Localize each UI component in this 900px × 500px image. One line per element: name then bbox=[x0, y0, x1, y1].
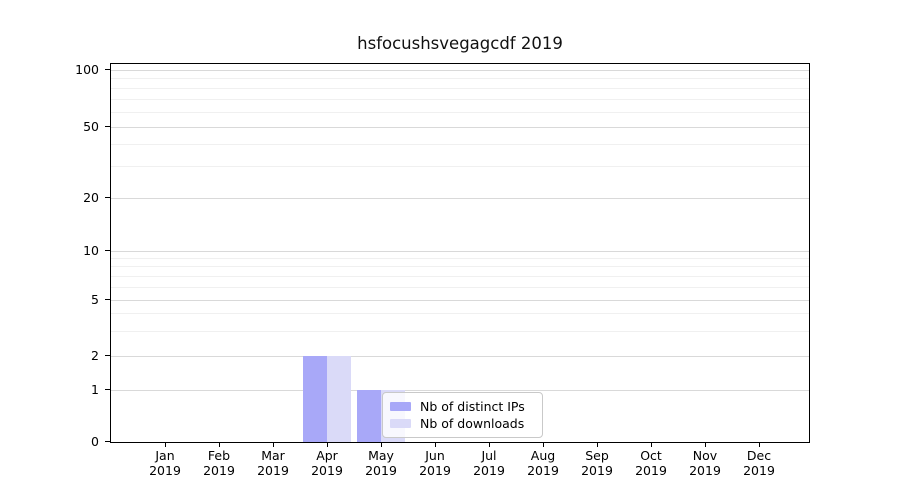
x-axis-tick-label: Feb 2019 bbox=[203, 448, 235, 478]
gridline-major bbox=[111, 197, 809, 199]
x-axis-tick-mark bbox=[327, 443, 328, 447]
legend-swatch-nb-of-distinct-ips bbox=[390, 401, 411, 411]
gridline-major bbox=[111, 389, 809, 391]
y-axis-tick-label: 5 bbox=[91, 291, 99, 307]
legend-swatch-nb-of-downloads bbox=[390, 419, 411, 429]
gridline-minor bbox=[111, 257, 809, 259]
x-axis-tick-mark bbox=[381, 443, 382, 447]
y-axis-tick-mark bbox=[105, 250, 110, 251]
y-axis-tick-label: 0 bbox=[91, 434, 99, 449]
x-axis-tick-label: Jan 2019 bbox=[149, 448, 181, 478]
x-axis-tick-label: Apr 2019 bbox=[311, 448, 343, 478]
y-axis-tick-label: 100 bbox=[75, 61, 99, 77]
x-axis-tick-mark bbox=[705, 443, 706, 447]
x-axis-tick-mark bbox=[435, 443, 436, 447]
gridline-minor bbox=[111, 111, 809, 113]
x-axis-tick-label: Oct 2019 bbox=[635, 448, 667, 478]
x-axis-tick-mark bbox=[165, 443, 166, 447]
gridline-minor bbox=[111, 330, 809, 332]
grid-layer bbox=[111, 64, 809, 442]
y-axis-tick-mark bbox=[105, 126, 110, 127]
legend: Nb of distinct IPs Nb of downloads bbox=[382, 392, 543, 438]
x-axis-tick-label: Dec 2019 bbox=[743, 448, 775, 478]
chart-title: hsfocushsvegagcdf 2019 bbox=[357, 34, 563, 53]
gridline-major bbox=[111, 69, 809, 71]
x-axis-tick-label: Sep 2019 bbox=[581, 448, 613, 478]
gridline-minor bbox=[111, 78, 809, 80]
y-axis-tick-label: 2 bbox=[91, 347, 99, 363]
y-axis-tick-mark bbox=[105, 299, 110, 300]
x-axis-tick-mark bbox=[219, 443, 220, 447]
y-axis-tick-mark bbox=[105, 197, 110, 198]
x-axis-tick-mark bbox=[489, 443, 490, 447]
y-axis-tick-label: 50 bbox=[83, 118, 99, 134]
legend-label: Nb of downloads bbox=[420, 416, 525, 432]
x-axis-tick-label: May 2019 bbox=[365, 448, 397, 478]
x-axis-tick-label: Aug 2019 bbox=[527, 448, 559, 478]
legend-item: Nb of downloads bbox=[390, 416, 535, 431]
gridline-major bbox=[111, 250, 809, 252]
gridline-minor bbox=[111, 87, 809, 89]
y-axis-tick-mark bbox=[105, 69, 110, 70]
x-axis-tick-mark bbox=[597, 443, 598, 447]
gridline-minor bbox=[111, 286, 809, 288]
gridline-minor bbox=[111, 313, 809, 315]
y-axis-tick-mark bbox=[105, 441, 110, 442]
plot-area bbox=[110, 63, 810, 443]
gridline-minor bbox=[111, 166, 809, 168]
gridline-minor bbox=[111, 143, 809, 145]
legend-item: Nb of distinct IPs bbox=[390, 399, 535, 414]
legend-label: Nb of distinct IPs bbox=[420, 398, 525, 414]
gridline-minor bbox=[111, 275, 809, 277]
x-axis-tick-label: Jun 2019 bbox=[419, 448, 451, 478]
gridline-minor bbox=[111, 98, 809, 100]
x-axis-tick-mark bbox=[543, 443, 544, 447]
bar-nb-of-distinct-ips bbox=[357, 389, 381, 442]
y-axis-tick-label: 10 bbox=[83, 242, 99, 258]
gridline-major bbox=[111, 126, 809, 128]
gridline-major bbox=[111, 355, 809, 357]
bar-layer bbox=[111, 64, 809, 442]
bar-nb-of-downloads bbox=[327, 355, 351, 442]
gridline-minor bbox=[111, 266, 809, 268]
x-axis-tick-mark bbox=[273, 443, 274, 447]
x-axis-tick-label: Nov 2019 bbox=[689, 448, 721, 478]
x-axis-tick-mark bbox=[651, 443, 652, 447]
x-axis-tick-mark bbox=[759, 443, 760, 447]
y-axis-tick-label: 1 bbox=[91, 381, 99, 397]
y-axis-tick-mark bbox=[105, 389, 110, 390]
y-axis-tick-mark bbox=[105, 355, 110, 356]
bar-nb-of-distinct-ips bbox=[303, 355, 327, 442]
y-axis-tick-label: 20 bbox=[83, 189, 99, 205]
gridline-major bbox=[111, 299, 809, 301]
x-axis-tick-label: Jul 2019 bbox=[473, 448, 505, 478]
x-axis-tick-label: Mar 2019 bbox=[257, 448, 289, 478]
